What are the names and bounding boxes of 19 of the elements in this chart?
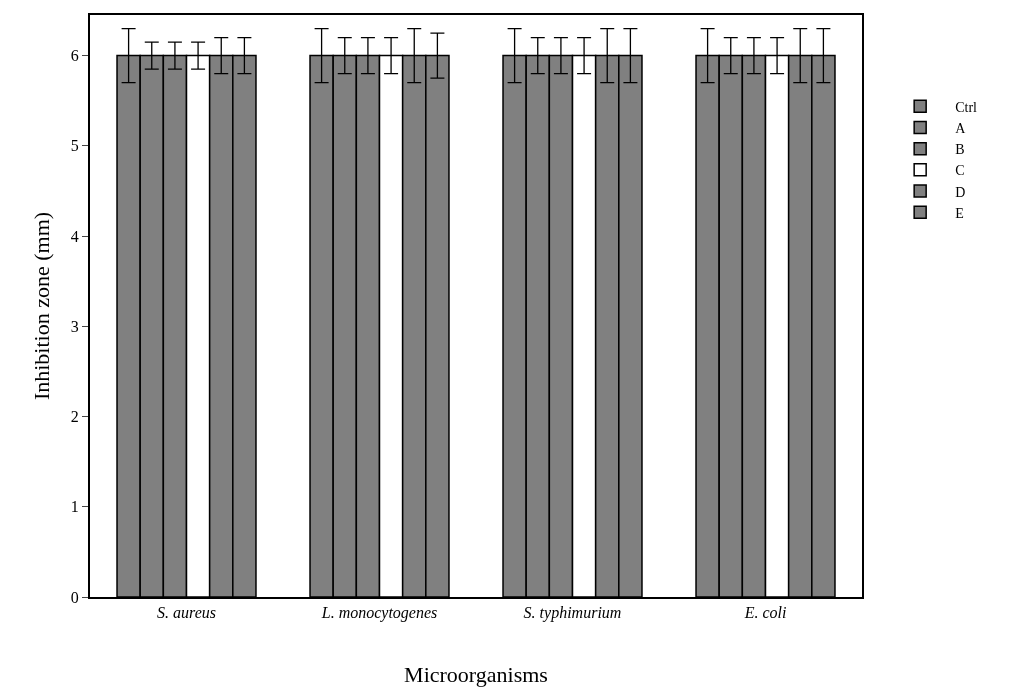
y-tick-label: 5	[70, 137, 79, 155]
x-tick-label: S. aureus	[157, 604, 216, 622]
y-tick-label: 2	[70, 408, 79, 426]
legend-label: C	[955, 163, 965, 179]
x-tick-label: L. monocytogenes	[320, 604, 438, 623]
x-axis-title: Microorganisms	[404, 661, 548, 687]
legend-label: Ctrl	[955, 99, 978, 115]
legend-label: D	[955, 184, 966, 200]
y-tick-label: 0	[70, 588, 79, 606]
y-tick-label: 4	[70, 227, 79, 245]
y-tick-label: 3	[70, 317, 79, 335]
y-axis-title: Inhibition zone (mm)	[29, 211, 55, 401]
y-tick-label: 6	[70, 47, 79, 65]
legend-label: B	[955, 142, 965, 158]
legend-label: A	[955, 120, 967, 136]
x-tick-label: S. typhimurium	[523, 604, 622, 623]
x-tick-label: E. coli	[743, 604, 787, 622]
y-tick-label: 1	[70, 498, 79, 516]
legend-label: E	[955, 205, 964, 221]
